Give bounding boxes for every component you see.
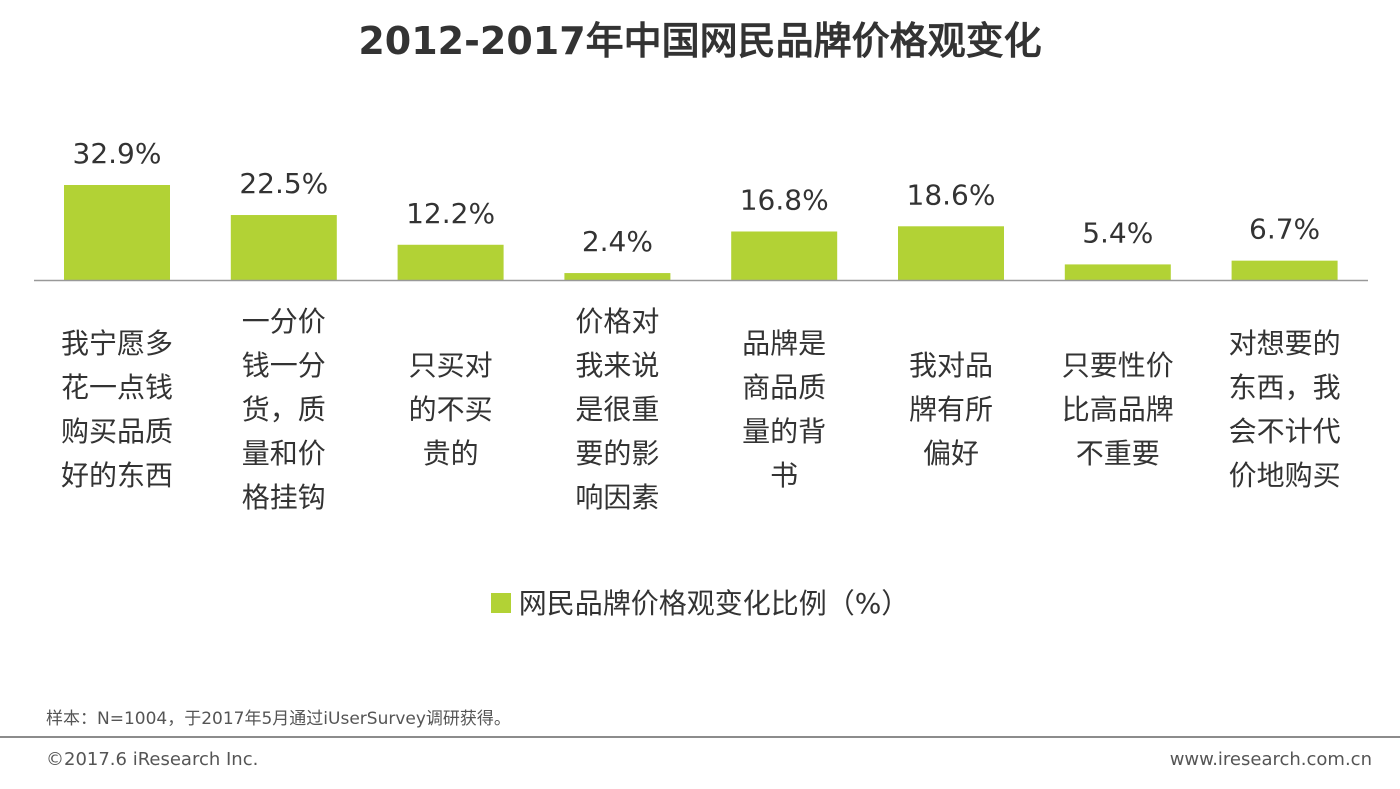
category-label-line: 钱一分	[241, 349, 326, 382]
category-label-line: 会不计代	[1228, 415, 1341, 448]
category-label-0: 我宁愿多花一点钱购买品质好的东西	[42, 322, 192, 498]
bar-value-label-2: 12.2%	[406, 197, 495, 230]
bar-value-label-0: 32.9%	[73, 137, 162, 170]
category-label-2: 只买对 的不买 贵的	[376, 344, 526, 476]
category-label-line: 要的影	[575, 437, 660, 470]
bar-value-label-7: 6.7%	[1249, 213, 1320, 246]
category-label-line: 价格对	[575, 305, 660, 338]
bar-chart: 32.9% 22.5% 12.2% 2.4% 16.8% 18.6% 5.4% 6.7%	[34, 137, 1368, 282]
category-label-line: 好的东西	[60, 459, 173, 492]
category-label-line: 货，质	[241, 393, 326, 426]
category-label-3: 价格对我来说是很重要的影响因素	[542, 300, 692, 520]
bar-value-label-3: 2.4%	[582, 225, 653, 258]
bar-1	[230, 215, 337, 280]
category-label-line: 品牌是	[742, 327, 827, 360]
footer-divider	[0, 736, 1400, 738]
category-label-line: 购买品质	[60, 415, 173, 448]
category-label-line: 不重要	[1075, 437, 1160, 470]
category-label-line: 一分价	[241, 305, 326, 338]
category-label-line: 贵的	[422, 437, 479, 470]
bar-4	[731, 231, 838, 280]
legend-label: 网民品牌价格观变化比例（%）	[518, 587, 910, 620]
category-label-line: 价地购买	[1228, 459, 1341, 492]
legend: 网民品牌价格观变化比例（%）	[0, 582, 1400, 622]
category-label-1: 一分价钱一分货，质量和价格挂钩	[209, 300, 359, 520]
bar-7	[1231, 260, 1338, 280]
category-label-line: 的不买	[408, 393, 493, 426]
chart-title: 2012-2017年中国网民品牌价格观变化	[358, 19, 1042, 63]
category-label-line: 偏好	[922, 437, 979, 470]
legend-swatch	[490, 593, 511, 613]
category-label-line: 牌有所	[908, 393, 993, 426]
bar-3	[564, 273, 671, 280]
category-label-5: 我对品 牌有所 偏好	[876, 344, 1026, 476]
bar-5	[898, 226, 1004, 280]
category-label-line: 只买对	[408, 349, 493, 382]
category-label-4: 品牌是商品质量的背书	[709, 322, 859, 498]
category-label-line: 花一点钱	[60, 371, 173, 404]
website-link[interactable]: www.iresearch.com.cn	[1169, 749, 1372, 770]
category-label-line: 东西，我	[1228, 371, 1341, 404]
category-label-line: 量的背	[742, 415, 827, 448]
category-label-line: 对想要的	[1228, 327, 1341, 360]
category-label-line: 格挂钩	[241, 481, 326, 514]
category-label-line: 响因素	[575, 481, 660, 514]
category-label-line: 量和价	[241, 437, 326, 470]
bar-value-label-4: 16.8%	[740, 183, 829, 216]
category-label-line: 是很重	[575, 393, 660, 426]
category-label-line: 商品质	[742, 371, 827, 404]
bar-value-label-6: 5.4%	[1082, 216, 1153, 249]
category-label-line: 我宁愿多	[60, 327, 173, 360]
category-label-line: 书	[770, 459, 799, 492]
copyright-text: ©2017.6 iResearch Inc.	[46, 749, 259, 770]
bar-0	[64, 185, 170, 280]
category-label-line: 只要性价	[1061, 349, 1174, 382]
bar-value-label-1: 22.5%	[239, 167, 328, 200]
category-label-line: 我来说	[575, 349, 660, 382]
category-label-7: 对想要的东西，我会不计代价地购买	[1210, 322, 1360, 498]
category-label-line: 比高品牌	[1061, 393, 1174, 426]
sample-note: 样本：N=1004，于2017年5月通过iUserSurvey调研获得。	[46, 709, 511, 729]
category-label-line: 我对品	[908, 349, 993, 382]
bar-2	[397, 244, 504, 280]
bar-value-label-5: 18.6%	[907, 178, 996, 211]
category-label-6: 只要性价比高品牌不重要	[1043, 344, 1193, 476]
bar-6	[1064, 264, 1171, 280]
